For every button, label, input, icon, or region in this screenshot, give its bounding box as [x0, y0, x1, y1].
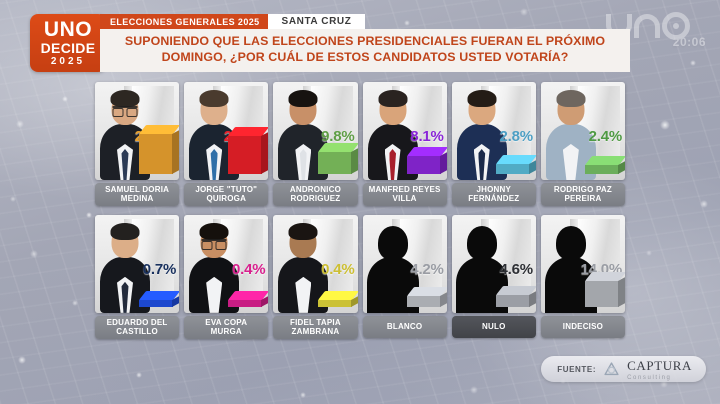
candidate-nameplate: FIDEL TAPIA ZAMBRANA: [273, 316, 357, 339]
candidate-name: BLANCO: [387, 322, 422, 331]
candidate-nameplate: JHONNY FERNÁNDEZ: [452, 183, 536, 206]
candidate-cell[interactable]: 9.8% ANDRONICO RODRIGUEZ: [273, 82, 357, 206]
result-bar: [318, 291, 352, 307]
candidate-card: 8.1%: [363, 82, 447, 180]
candidate-name: EVA COPA MURGA: [205, 318, 247, 337]
election-tag: ELECCIONES GENERALES 2025: [100, 14, 268, 29]
candidate-card: 14.0%: [541, 215, 625, 313]
candidate-nameplate: ANDRONICO RODRIGUEZ: [273, 183, 357, 206]
captura-triangle-icon: [603, 361, 620, 378]
candidate-card: 0.4%: [273, 215, 357, 313]
candidate-cell[interactable]: 4.6% NULO: [452, 215, 536, 339]
candidate-cell[interactable]: 2.8% JHONNY FERNÁNDEZ: [452, 82, 536, 206]
candidate-cell[interactable]: 0.4% FIDEL TAPIA ZAMBRANA: [273, 215, 357, 339]
header-tag-bar: ELECCIONES GENERALES 2025 SANTA CRUZ: [100, 14, 630, 29]
candidate-name: FIDEL TAPIA ZAMBRANA: [290, 318, 341, 337]
result-bar: [228, 127, 262, 174]
result-bar: [407, 147, 441, 174]
candidate-cell[interactable]: 8.1% MANFRED REYES VILLA: [363, 82, 447, 206]
source-brand: CAPTURA Consulting: [627, 358, 692, 381]
source-name: CAPTURA: [627, 358, 692, 373]
header: UNO DECIDE 2025 ELECCIONES GENERALES 202…: [30, 14, 720, 76]
result-bar: [407, 287, 441, 307]
candidate-name: EDUARDO DEL CASTILLO: [107, 318, 168, 337]
candidate-card: 9.8%: [273, 82, 357, 180]
results-grid: 27.4% SAMUEL DORIAMEDINA 25.2% JORGE "TUTO"…: [95, 82, 625, 348]
logo-line-year: 2025: [51, 57, 85, 67]
source-attribution: FUENTE: CAPTURA Consulting: [541, 356, 706, 382]
candidate-nameplate: SAMUEL DORIA MEDINA: [95, 183, 179, 206]
candidate-cell[interactable]: 4.2% BLANCO: [363, 215, 447, 339]
poll-question: SUPONIENDO QUE LAS ELECCIONES PRESIDENCI…: [100, 29, 630, 72]
candidate-nameplate: BLANCO: [363, 316, 447, 338]
results-row: 27.4% SAMUEL DORIAMEDINA 25.2% JORGE "TUTO"…: [95, 82, 625, 206]
result-bar: [139, 125, 173, 174]
result-bar: [139, 291, 173, 307]
candidate-card: 27.4%: [95, 82, 179, 180]
source-label: FUENTE:: [557, 365, 596, 374]
tag-bar-filler: [365, 14, 630, 29]
percentage-label: 2.4%: [589, 128, 622, 145]
candidate-cell[interactable]: 0.4% EVA COPA MURGA: [184, 215, 268, 339]
candidate-name: JHONNY FERNÁNDEZ: [468, 185, 519, 204]
candidate-name: MANFRED REYES VILLA: [369, 185, 441, 204]
candidate-cell[interactable]: 25.2% JORGE "TUTO"QUIROGA: [184, 82, 268, 206]
candidate-nameplate: RODRIGO PAZ PEREIRA: [541, 183, 625, 206]
percentage-label: 0.7%: [143, 261, 176, 278]
question-line-1: SUPONIENDO QUE LAS ELECCIONES PRESIDENCI…: [110, 34, 620, 50]
percentage-label: 0.4%: [321, 261, 354, 278]
candidate-card: 0.7%: [95, 215, 179, 313]
candidate-card: 0.4%: [184, 215, 268, 313]
candidate-name: SAMUEL DORIA MEDINA: [105, 185, 169, 204]
candidate-nameplate: EVA COPA MURGA: [184, 316, 268, 339]
source-subtitle: Consulting: [627, 375, 692, 381]
candidate-card: 2.4%: [541, 82, 625, 180]
candidate-nameplate: EDUARDO DEL CASTILLO: [95, 316, 179, 339]
candidate-name: NULO: [482, 322, 505, 331]
result-bar: [228, 291, 262, 307]
glasses-icon: [113, 106, 138, 114]
candidate-cell[interactable]: 27.4% SAMUEL DORIAMEDINA: [95, 82, 179, 206]
candidate-card: 2.8%: [452, 82, 536, 180]
candidate-name: ANDRONICO RODRIGUEZ: [290, 185, 341, 204]
percentage-label: 4.2%: [410, 261, 443, 278]
candidate-name: INDECISO: [563, 322, 603, 331]
region-tag: SANTA CRUZ: [268, 14, 366, 29]
candidate-nameplate: MANFRED REYES VILLA: [363, 183, 447, 206]
logo-line-uno: UNO: [44, 19, 92, 40]
logo-line-decide: DECIDE: [41, 41, 96, 55]
results-row: 0.7% EDUARDO DEL CASTILLO 0.4% EVA COPA MURGA…: [95, 215, 625, 339]
result-bar: [585, 156, 619, 174]
question-line-2: DOMINGO, ¿POR CUÁL DE ESTOS CANDIDATOS U…: [110, 50, 620, 66]
result-bar: [496, 155, 530, 174]
glasses-icon: [202, 239, 227, 247]
candidate-name: RODRIGO PAZ PEREIRA: [554, 185, 612, 204]
candidate-cell[interactable]: 0.7% EDUARDO DEL CASTILLO: [95, 215, 179, 339]
candidate-card: 4.6%: [452, 215, 536, 313]
result-bar: [585, 272, 619, 307]
candidate-nameplate: NULO: [452, 316, 536, 338]
percentage-label: 4.6%: [499, 261, 532, 278]
percentage-label: 0.4%: [232, 261, 265, 278]
percentage-label: 2.8%: [499, 128, 532, 145]
candidate-name: JORGE "TUTO" QUIROGA: [195, 185, 257, 204]
candidate-nameplate: JORGE "TUTO" QUIROGA: [184, 183, 268, 206]
candidate-cell[interactable]: 2.4% RODRIGO PAZ PEREIRA: [541, 82, 625, 206]
uno-decide-logo: UNO DECIDE 2025: [30, 14, 106, 72]
candidate-nameplate: INDECISO: [541, 316, 625, 338]
header-content: ELECCIONES GENERALES 2025 SANTA CRUZ SUP…: [100, 14, 630, 72]
result-bar: [496, 286, 530, 307]
candidate-card: 25.2%: [184, 82, 268, 180]
candidate-card: 4.2%: [363, 215, 447, 313]
candidate-cell[interactable]: 14.0% INDECISO: [541, 215, 625, 339]
percentage-label: 8.1%: [410, 128, 443, 145]
result-bar: [318, 143, 352, 174]
